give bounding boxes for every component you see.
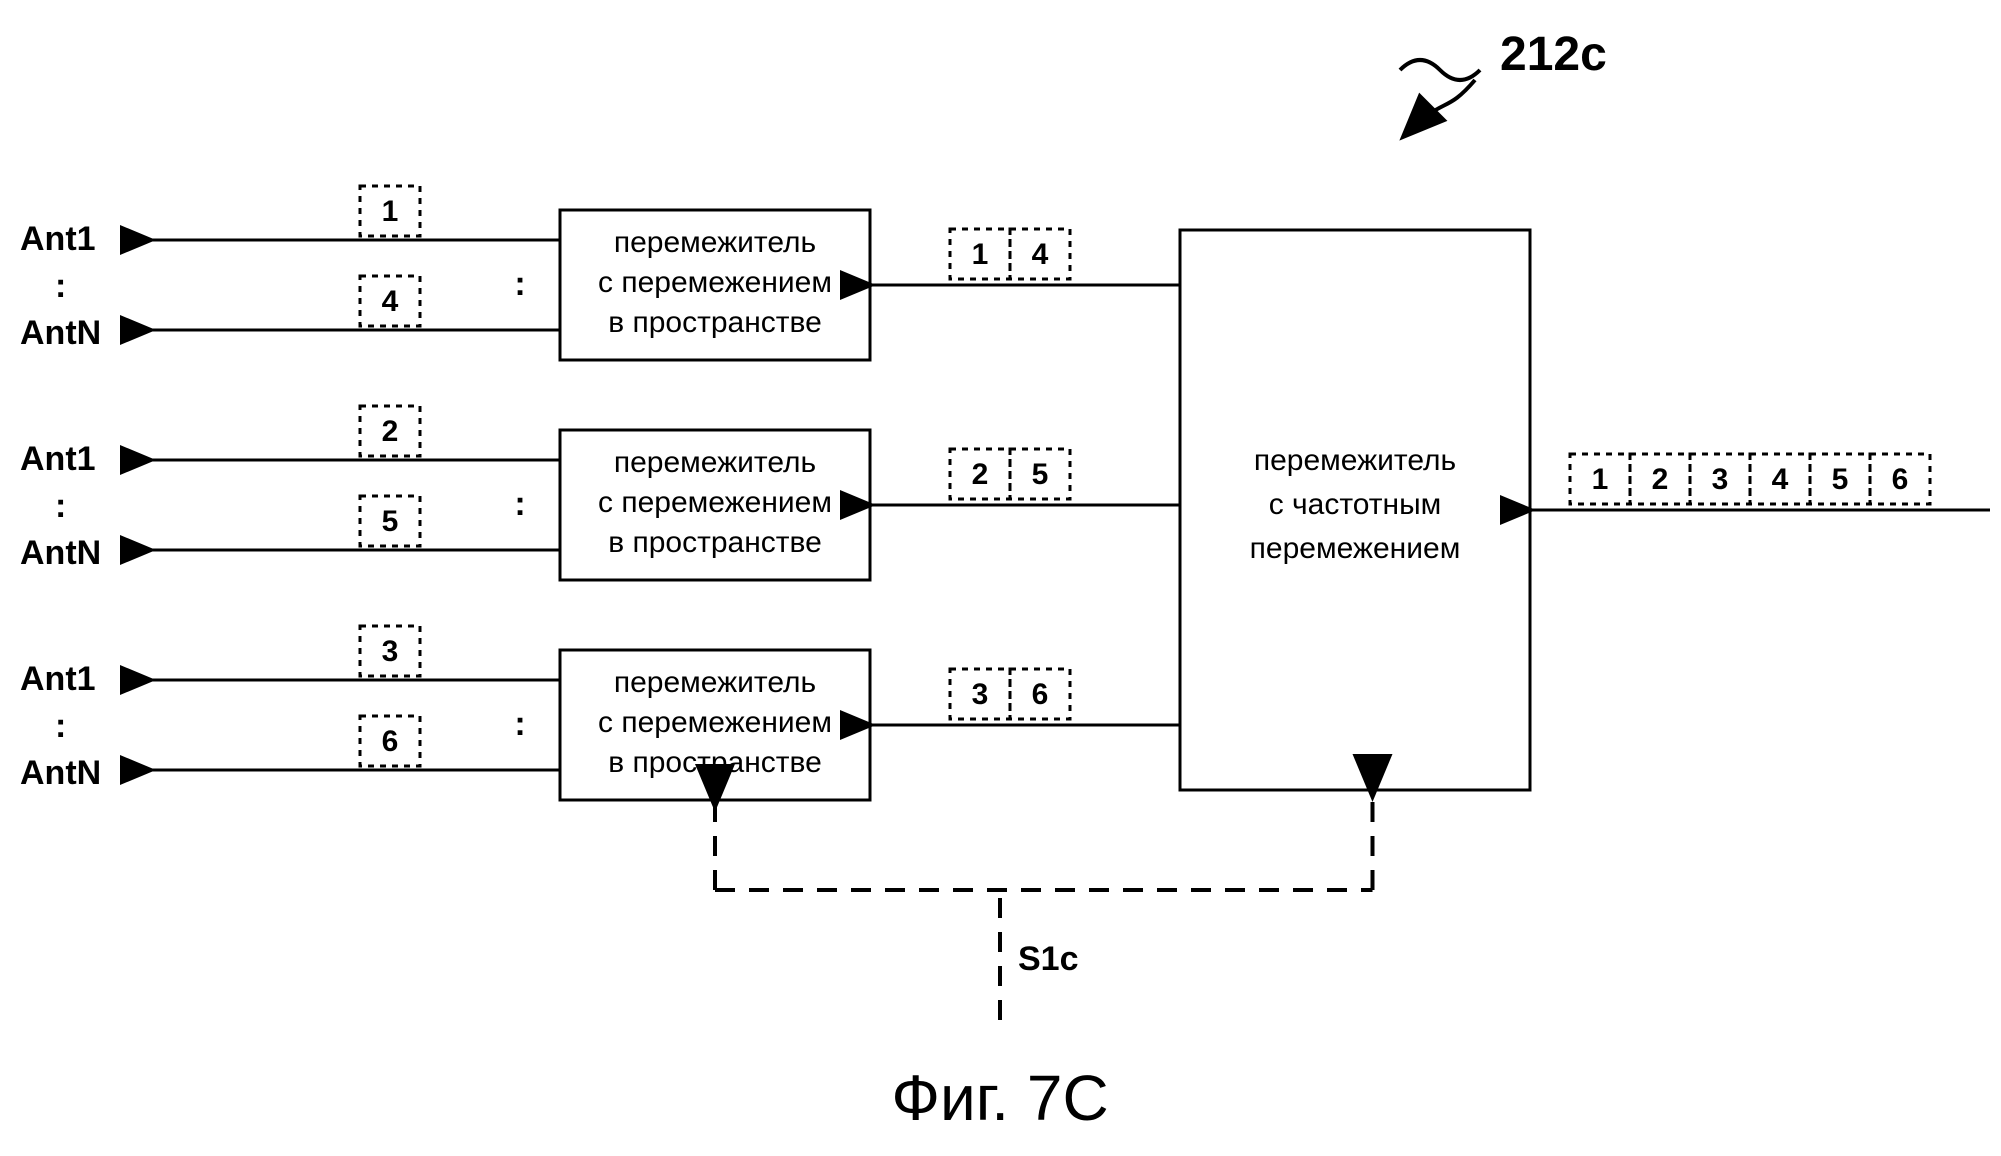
data-cell-label: 2	[972, 458, 989, 491]
space-interleaver-label: с перемежением	[598, 706, 832, 739]
data-cell-label: 2	[1652, 463, 1669, 496]
data-cell-label: 3	[972, 678, 989, 711]
ant-label-bot: AntN	[20, 314, 101, 352]
space-interleaver-label: в пространстве	[608, 746, 822, 779]
figure-label: Фиг. 7C	[891, 1062, 1108, 1134]
ant-label-bot: AntN	[20, 534, 101, 572]
space-interleaver-label: перемежитель	[614, 666, 816, 699]
diagram-root: 212c перемежитель с частотным перемежением 1…	[0, 0, 2001, 1156]
ant-label-top: Ant1	[20, 440, 96, 478]
ant-label-mid: :	[55, 487, 66, 525]
ref-arrow-tilde	[1400, 60, 1480, 80]
data-cell-label: 3	[382, 635, 399, 668]
ant-label-mid: :	[55, 707, 66, 745]
space-interleaver-label: перемежитель	[614, 446, 816, 479]
data-cell-label: 5	[1032, 458, 1049, 491]
data-cell-label: 5	[382, 505, 399, 538]
space-interleaver-label: с перемежением	[598, 486, 832, 519]
space-interleaver-label: перемежитель	[614, 226, 816, 259]
data-cell-label: 1	[382, 195, 399, 228]
freq-interleaver-label: перемежитель	[1254, 444, 1456, 477]
data-cell-label: 6	[1892, 463, 1909, 496]
freq-interleaver-label: с частотным	[1269, 488, 1442, 521]
data-cell-label: 3	[1712, 463, 1729, 496]
ant-label-top: Ant1	[20, 220, 96, 258]
freq-interleaver-label: перемежением	[1250, 532, 1461, 565]
data-cell-label: 2	[382, 415, 399, 448]
data-cell-label: 6	[1032, 678, 1049, 711]
ant-label-top: Ant1	[20, 660, 96, 698]
ant-label-bot: AntN	[20, 754, 101, 792]
data-cell-label: 1	[972, 238, 989, 271]
space-interleaver-label: в пространстве	[608, 306, 822, 339]
ant-label-mid: :	[55, 267, 66, 305]
space-interleaver-label: с перемежением	[598, 266, 832, 299]
out-colon: :	[514, 485, 525, 523]
ref-number: 212c	[1500, 28, 1607, 81]
space-interleaver-label: в пространстве	[608, 526, 822, 559]
data-cell-label: 4	[382, 285, 399, 318]
data-cell-label: 4	[1032, 238, 1049, 271]
data-cell-label: 4	[1772, 463, 1789, 496]
out-colon: :	[514, 705, 525, 743]
data-cell-label: 5	[1832, 463, 1849, 496]
ref-arrow	[1405, 80, 1475, 135]
s1c-label: S1c	[1018, 940, 1079, 978]
data-cell-label: 6	[382, 725, 399, 758]
data-cell-label: 1	[1592, 463, 1609, 496]
out-colon: :	[514, 265, 525, 303]
